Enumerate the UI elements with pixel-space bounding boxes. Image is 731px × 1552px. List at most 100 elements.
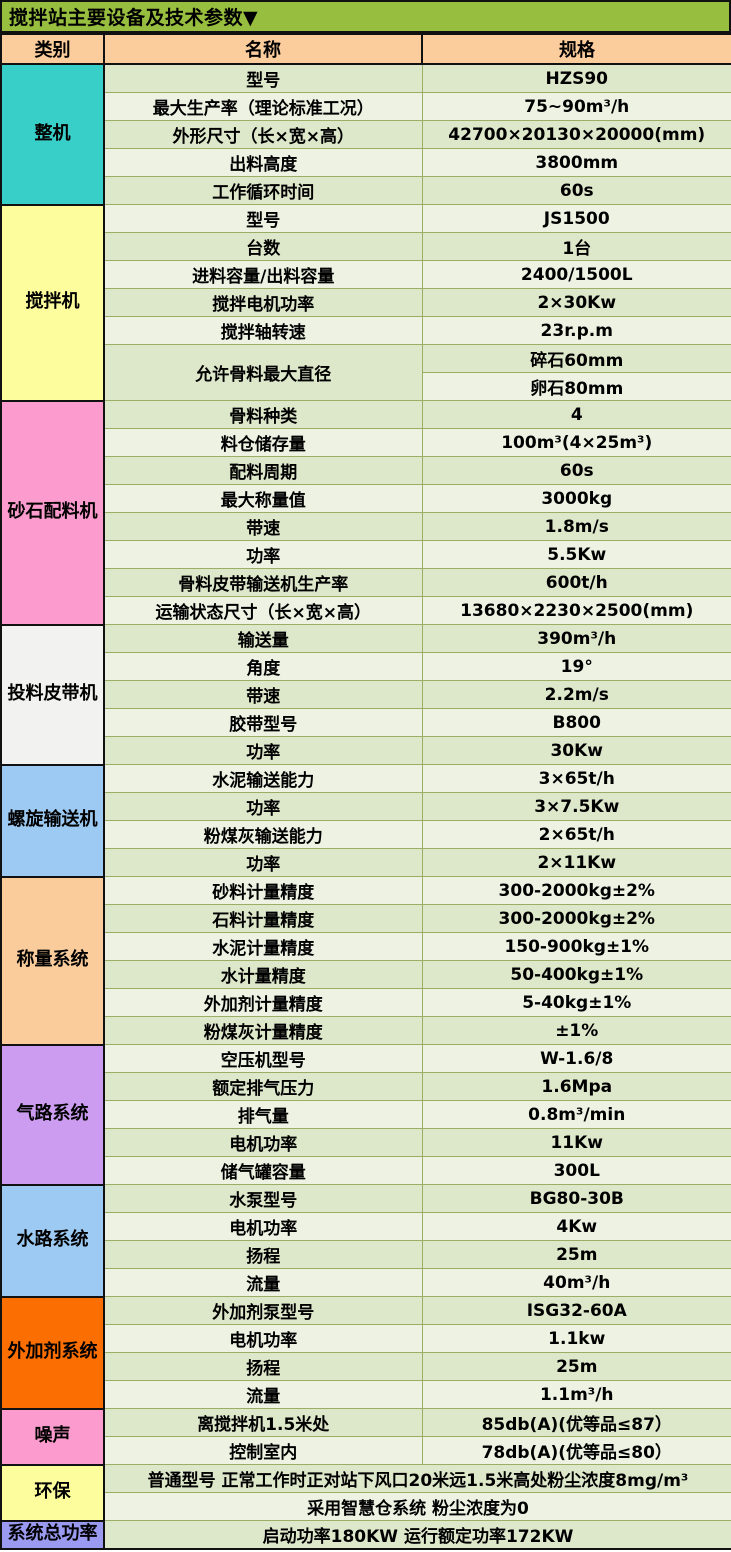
table-row: 流量 1.1m³/h (1, 1380, 731, 1409)
param-spec-cell: 42700×20130×20000(mm) (421, 120, 731, 149)
category-cell: 螺旋输送机 (0, 763, 105, 878)
table-row: 搅拌轴转速 23r.p.m (1, 316, 731, 345)
param-name-cell: 带速 (103, 512, 423, 541)
param-spec-cell: W-1.6/8 (421, 1044, 731, 1073)
param-name-cell: 控制室内 (103, 1436, 423, 1465)
param-spec-cell: 100m³(4×25m³) (421, 428, 731, 457)
param-spec-cell: 1.1m³/h (421, 1380, 731, 1409)
table-row: 功率 30Kw (1, 736, 731, 765)
param-name-cell: 允许骨料最大直径 (103, 344, 423, 401)
param-spec-cell: 3×65t/h (421, 764, 731, 793)
param-name-cell: 功率 (103, 540, 423, 569)
param-spec-cell: 4 (421, 400, 731, 429)
param-name-cell: 外形尺寸（长×宽×高） (103, 120, 423, 149)
param-spec-cell: ISG32-60A (421, 1296, 731, 1325)
category-cell: 投料皮带机 (0, 623, 105, 766)
param-name-cell: 料仓储存量 (103, 428, 423, 457)
param-name-cell: 离搅拌机1.5米处 (103, 1408, 423, 1437)
table-row: 搅拌电机功率 2×30Kw (1, 288, 731, 317)
param-spec-cell: B800 (421, 708, 731, 737)
param-spec-cell: 2.2m/s (421, 680, 731, 709)
param-name-cell: 扬程 (103, 1240, 423, 1269)
param-spec-cell: 40m³/h (421, 1268, 731, 1297)
table-row: 进料容量/出料容量 2400/1500L (1, 260, 731, 289)
table-row: 外加剂计量精度 5-40kg±1% (1, 988, 731, 1017)
param-name-cell: 功率 (103, 792, 423, 821)
header-category: 类别 (0, 33, 105, 65)
table-row: 扬程 25m (1, 1240, 731, 1269)
table-row: 最大称量值 3000kg (1, 484, 731, 513)
table-row: 控制室内 78db(A)(优等品≤80） (1, 1436, 731, 1465)
param-name-cell: 最大生产率（理论标准工况） (103, 92, 423, 121)
table-row: 配料周期 60s (1, 456, 731, 485)
param-spec-cell: 25m (421, 1352, 731, 1381)
table-row: 电机功率 11Kw (1, 1128, 731, 1157)
param-spec-cell: 25m (421, 1240, 731, 1269)
param-name-cell: 电机功率 (103, 1324, 423, 1353)
param-name-cell: 储气罐容量 (103, 1156, 423, 1185)
table-row: 工作循环时间 60s (1, 176, 731, 205)
merged-value-cell: 普通型号 正常工作时正对站下风口20米远1.5米高处粉尘浓度8mg/m³ (103, 1464, 731, 1493)
param-name-cell: 功率 (103, 848, 423, 877)
category-cell: 整机 (0, 63, 105, 206)
merged-value-cell: 采用智慧仓系统 粉尘浓度为0 (103, 1492, 731, 1521)
param-spec-cell: 2×65t/h (421, 820, 731, 849)
table-row: 水计量精度 50-400kg±1% (1, 960, 731, 989)
merged-value-cell: 启动功率180KW 运行额定功率172KW (103, 1520, 731, 1550)
table-row: 最大生产率（理论标准工况） 75~90m³/h (1, 92, 731, 121)
category-cell: 称量系统 (0, 875, 105, 1046)
table-row: 水泥计量精度 150-900kg±1% (1, 932, 731, 961)
table-row: 胶带型号 B800 (1, 708, 731, 737)
param-spec-cell: 1.6Mpa (421, 1072, 731, 1101)
param-spec-cell: 3000kg (421, 484, 731, 513)
table-row: 功率 3×7.5Kw (1, 792, 731, 821)
table-row: 台数 1台 (1, 232, 731, 261)
param-name-cell: 出料高度 (103, 148, 423, 177)
param-spec-cell: BG80-30B (421, 1184, 731, 1213)
param-spec-cell: ±1% (421, 1016, 731, 1045)
table-row: 功率 2×11Kw (1, 848, 731, 877)
param-spec-cell: 78db(A)(优等品≤80） (421, 1436, 731, 1465)
param-spec-cell: 1.8m/s (421, 512, 731, 541)
param-spec-cell: 2×11Kw (421, 848, 731, 877)
param-name-cell: 电机功率 (103, 1128, 423, 1157)
category-cell: 水路系统 (0, 1183, 105, 1298)
table-title-bar[interactable]: 搅拌站主要设备及技术参数▼ (0, 0, 731, 34)
param-name-cell: 粉煤灰计量精度 (103, 1016, 423, 1045)
table-row: 功率 5.5Kw (1, 540, 731, 569)
param-spec-cell: 2400/1500L (421, 260, 731, 289)
param-spec-cell: 85db(A)(优等品≤87） (421, 1408, 731, 1437)
param-spec-cell: 3800mm (421, 148, 731, 177)
param-spec-cell: 卵石80mm (421, 372, 731, 401)
table-row: 搅拌机 型号 JS1500 (0, 203, 731, 402)
param-name-cell: 型号 (103, 63, 423, 93)
param-name-cell: 外加剂计量精度 (103, 988, 423, 1017)
param-name-cell: 水泵型号 (103, 1184, 423, 1213)
table-row: 外形尺寸（长×宽×高） 42700×20130×20000(mm) (1, 120, 731, 149)
param-name-cell: 进料容量/出料容量 (103, 260, 423, 289)
param-name-cell: 最大称量值 (103, 484, 423, 513)
param-name-cell: 石料计量精度 (103, 904, 423, 933)
param-spec-cell: JS1500 (421, 204, 731, 233)
category-cell: 外加剂系统 (0, 1295, 105, 1410)
param-name-cell: 搅拌轴转速 (103, 316, 423, 345)
param-name-cell: 空压机型号 (103, 1044, 423, 1073)
table-row: 粉煤灰计量精度 ±1% (1, 1016, 731, 1045)
param-name-cell: 角度 (103, 652, 423, 681)
param-spec-cell: 0.8m³/min (421, 1100, 731, 1129)
table-title: 搅拌站主要设备及技术参数▼ (9, 7, 259, 29)
table-row: 系统总功率 启动功率180KW 运行额定功率172KW (0, 1519, 731, 1550)
table-row: 料仓储存量 100m³(4×25m³) (1, 428, 731, 457)
param-spec-cell: 390m³/h (421, 624, 731, 653)
param-spec-cell: 600t/h (421, 568, 731, 597)
table-row: 电机功率 4Kw (1, 1212, 731, 1241)
param-spec-cell: 5-40kg±1% (421, 988, 731, 1017)
param-name-cell: 电机功率 (103, 1212, 423, 1241)
table-row: 运输状态尺寸（长×宽×高） 13680×2230×2500(mm) (1, 596, 731, 625)
table-row: 石料计量精度 300-2000kg±2% (1, 904, 731, 933)
param-name-cell: 粉煤灰输送能力 (103, 820, 423, 849)
table-row: 称量系统 砂料计量精度 300-2000kg±2% (0, 875, 731, 1046)
table-row: 外加剂系统 外加剂泵型号 ISG32-60A (0, 1295, 731, 1410)
category-cell: 砂石配料机 (0, 399, 105, 626)
